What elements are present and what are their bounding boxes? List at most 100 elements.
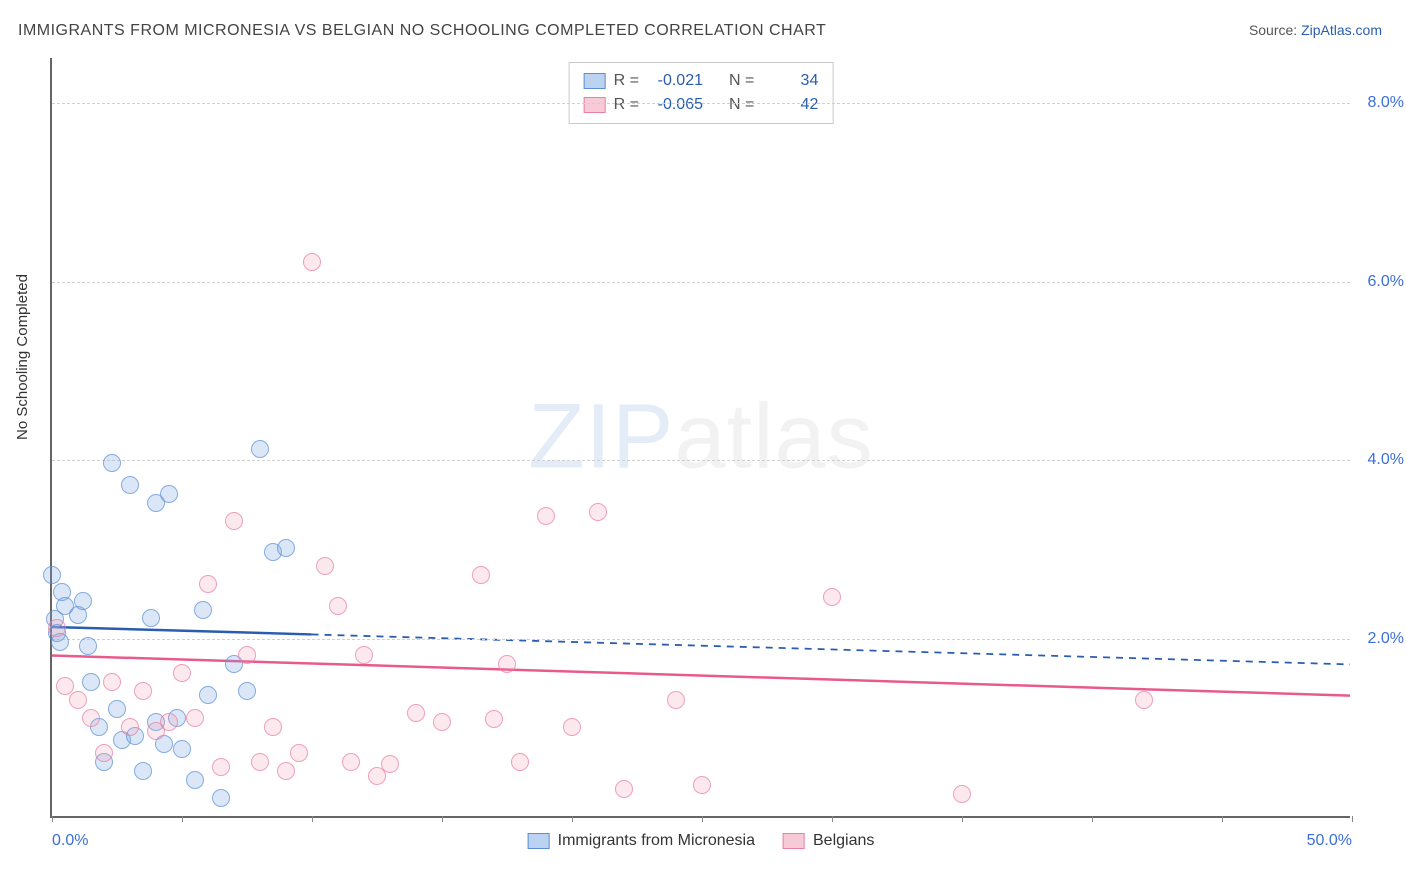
legend-item-pink: Belgians bbox=[783, 832, 874, 850]
data-point-blue bbox=[142, 609, 160, 627]
data-point-pink bbox=[199, 575, 217, 593]
r-value-pink: -0.065 bbox=[647, 96, 703, 114]
n-value-blue: 34 bbox=[762, 72, 818, 90]
legend-label-blue: Immigrants from Micronesia bbox=[558, 832, 755, 850]
stats-row-pink: R = -0.065 N = 42 bbox=[584, 93, 819, 117]
source-attribution: Source: ZipAtlas.com bbox=[1249, 22, 1382, 38]
watermark-atlas: atlas bbox=[674, 386, 873, 488]
data-point-pink bbox=[667, 691, 685, 709]
data-point-blue bbox=[173, 740, 191, 758]
data-point-pink bbox=[342, 753, 360, 771]
data-point-blue bbox=[121, 476, 139, 494]
data-point-blue bbox=[79, 637, 97, 655]
data-point-pink bbox=[238, 646, 256, 664]
n-label: N = bbox=[729, 96, 754, 114]
r-label: R = bbox=[614, 72, 639, 90]
data-point-pink bbox=[290, 744, 308, 762]
swatch-blue bbox=[584, 73, 606, 89]
n-value-pink: 42 bbox=[762, 96, 818, 114]
swatch-pink bbox=[783, 833, 805, 849]
y-tick-label: 2.0% bbox=[1356, 630, 1404, 648]
x-tick-mark bbox=[962, 816, 963, 822]
stats-legend: R = -0.021 N = 34 R = -0.065 N = 42 bbox=[569, 62, 834, 124]
data-point-pink bbox=[537, 507, 555, 525]
data-point-pink bbox=[95, 744, 113, 762]
data-point-pink bbox=[823, 588, 841, 606]
chart-title: IMMIGRANTS FROM MICRONESIA VS BELGIAN NO… bbox=[18, 22, 826, 40]
x-tick-mark bbox=[442, 816, 443, 822]
data-point-blue bbox=[277, 539, 295, 557]
x-tick-mark bbox=[1092, 816, 1093, 822]
legend-label-pink: Belgians bbox=[813, 832, 874, 850]
data-point-pink bbox=[186, 709, 204, 727]
source-prefix: Source: bbox=[1249, 22, 1301, 38]
x-tick-mark bbox=[1222, 816, 1223, 822]
data-point-pink bbox=[264, 718, 282, 736]
data-point-pink bbox=[355, 646, 373, 664]
data-point-blue bbox=[103, 454, 121, 472]
scatter-plot-area: ZIPatlas R = -0.021 N = 34 R = -0.065 N … bbox=[50, 58, 1350, 818]
x-tick-mark bbox=[1352, 816, 1353, 822]
x-tick-mark bbox=[572, 816, 573, 822]
data-point-blue bbox=[199, 686, 217, 704]
y-tick-label: 6.0% bbox=[1356, 273, 1404, 291]
data-point-pink bbox=[615, 780, 633, 798]
swatch-pink bbox=[584, 97, 606, 113]
data-point-blue bbox=[194, 601, 212, 619]
data-point-pink bbox=[48, 619, 66, 637]
data-point-pink bbox=[134, 682, 152, 700]
gridline-h bbox=[52, 103, 1350, 104]
data-point-blue bbox=[251, 440, 269, 458]
data-point-pink bbox=[498, 655, 516, 673]
watermark: ZIPatlas bbox=[528, 385, 873, 490]
regression-line-solid bbox=[52, 627, 312, 634]
r-value-blue: -0.021 bbox=[647, 72, 703, 90]
data-point-pink bbox=[82, 709, 100, 727]
data-point-blue bbox=[160, 485, 178, 503]
data-point-pink bbox=[1135, 691, 1153, 709]
data-point-pink bbox=[121, 718, 139, 736]
data-point-pink bbox=[316, 557, 334, 575]
gridline-h bbox=[52, 460, 1350, 461]
data-point-pink bbox=[433, 713, 451, 731]
data-point-pink bbox=[693, 776, 711, 794]
data-point-pink bbox=[277, 762, 295, 780]
x-tick-mark bbox=[182, 816, 183, 822]
data-point-pink bbox=[173, 664, 191, 682]
x-tick-mark bbox=[702, 816, 703, 822]
stats-row-blue: R = -0.021 N = 34 bbox=[584, 69, 819, 93]
data-point-blue bbox=[186, 771, 204, 789]
data-point-pink bbox=[589, 503, 607, 521]
gridline-h bbox=[52, 639, 1350, 640]
y-tick-label: 4.0% bbox=[1356, 451, 1404, 469]
x-tick-label: 0.0% bbox=[52, 832, 88, 850]
data-point-pink bbox=[485, 710, 503, 728]
data-point-pink bbox=[160, 713, 178, 731]
data-point-pink bbox=[511, 753, 529, 771]
data-point-blue bbox=[82, 673, 100, 691]
data-point-pink bbox=[103, 673, 121, 691]
regression-lines-svg bbox=[52, 58, 1350, 816]
data-point-blue bbox=[43, 566, 61, 584]
data-point-pink bbox=[953, 785, 971, 803]
y-axis-label: No Schooling Completed bbox=[14, 274, 31, 440]
data-point-blue bbox=[134, 762, 152, 780]
data-point-pink bbox=[251, 753, 269, 771]
data-point-pink bbox=[303, 253, 321, 271]
series-legend: Immigrants from Micronesia Belgians bbox=[528, 832, 875, 850]
source-link[interactable]: ZipAtlas.com bbox=[1301, 22, 1382, 38]
data-point-pink bbox=[407, 704, 425, 722]
n-label: N = bbox=[729, 72, 754, 90]
r-label: R = bbox=[614, 96, 639, 114]
legend-item-blue: Immigrants from Micronesia bbox=[528, 832, 755, 850]
gridline-h bbox=[52, 282, 1350, 283]
x-tick-mark bbox=[312, 816, 313, 822]
data-point-pink bbox=[472, 566, 490, 584]
data-point-pink bbox=[563, 718, 581, 736]
x-tick-mark bbox=[52, 816, 53, 822]
data-point-pink bbox=[381, 755, 399, 773]
swatch-blue bbox=[528, 833, 550, 849]
watermark-zip: ZIP bbox=[528, 386, 674, 488]
data-point-blue bbox=[108, 700, 126, 718]
y-tick-label: 8.0% bbox=[1356, 94, 1404, 112]
